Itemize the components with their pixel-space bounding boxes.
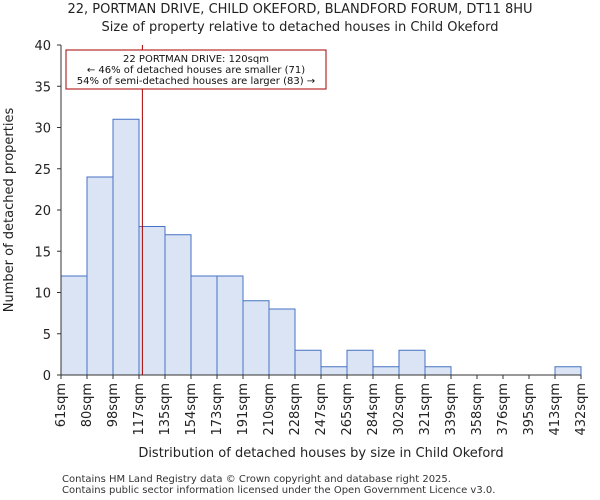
y-tick-label: 40 (34, 39, 51, 54)
y-tick-label: 0 (43, 369, 51, 384)
histogram-bar-413sqm (554, 366, 582, 376)
x-tick-label: 154sqm (184, 383, 199, 436)
annotation-box (65, 49, 327, 90)
x-tick-label: 247sqm (314, 383, 329, 436)
y-axis-label: Number of detached properties (2, 108, 17, 313)
histogram-bar-247sqm (320, 366, 348, 376)
histogram-bar-284sqm (372, 366, 400, 376)
chart-subtitle: Size of property relative to detached ho… (101, 20, 499, 35)
histogram-bar-173sqm (216, 275, 244, 376)
chart-title: 22, PORTMAN DRIVE, CHILD OKEFORD, BLANDF… (67, 2, 533, 17)
histogram-bar-265sqm (346, 349, 374, 376)
x-tick-label: 98sqm (106, 383, 121, 427)
x-tick-label: 339sqm (444, 383, 459, 436)
x-tick-label: 376sqm (496, 383, 511, 436)
x-axis-label: Distribution of detached houses by size … (138, 446, 503, 461)
annotation-line-2: ← 46% of detached houses are smaller (71… (87, 65, 305, 76)
annotation-line-1: 22 PORTMAN DRIVE: 120sqm (123, 54, 269, 65)
y-tick-label: 10 (34, 287, 51, 302)
histogram-bar-135sqm (164, 234, 192, 376)
x-tick-label: 135sqm (158, 383, 173, 436)
x-tick-label: 61sqm (54, 383, 69, 427)
histogram-bar-117sqm (138, 226, 166, 376)
histogram-bar-210sqm (268, 308, 296, 376)
x-tick-label: 80sqm (80, 383, 95, 427)
footer-licence: Contains public sector information licen… (62, 485, 496, 496)
y-tick-label: 5 (43, 328, 51, 343)
y-tick-label: 35 (34, 80, 51, 95)
y-tick-label: 30 (34, 122, 51, 137)
histogram-bar-228sqm (294, 349, 322, 376)
histogram-bar-321sqm (424, 366, 452, 376)
y-tick-label: 20 (34, 204, 51, 219)
y-tick-label: 25 (34, 163, 51, 178)
x-tick-label: 284sqm (366, 383, 381, 436)
annotation-line-3: 54% of semi-detached houses are larger (… (77, 76, 315, 87)
histogram-bar-302sqm (398, 349, 426, 376)
x-tick-label: 228sqm (288, 383, 303, 436)
histogram-bar-98sqm (112, 118, 140, 376)
histogram-bar-191sqm (242, 300, 270, 376)
histogram-chart: 0 5 10 15 20 25 30 35 40 61sqm 80sqm 98sqm 117sqm 13… (2, 39, 589, 461)
x-tick-label: 413sqm (548, 383, 563, 436)
histogram-bar-154sqm (190, 275, 218, 376)
x-tick-label: 191sqm (236, 383, 251, 436)
x-tick-label: 265sqm (340, 383, 355, 436)
histogram-bar-61sqm (60, 275, 88, 376)
x-tick-label: 395sqm (522, 383, 537, 436)
y-tick-label: 15 (34, 245, 51, 260)
x-tick-label: 210sqm (262, 383, 277, 436)
x-tick-label: 302sqm (392, 383, 407, 436)
x-tick-label: 173sqm (210, 383, 225, 436)
x-tick-label: 358sqm (470, 383, 485, 436)
x-tick-label: 432sqm (574, 383, 589, 436)
footer-copyright: Contains HM Land Registry data © Crown c… (62, 474, 451, 485)
histogram-bar-80sqm (86, 176, 114, 376)
x-tick-label: 321sqm (418, 383, 433, 436)
x-tick-label: 117sqm (132, 383, 147, 436)
